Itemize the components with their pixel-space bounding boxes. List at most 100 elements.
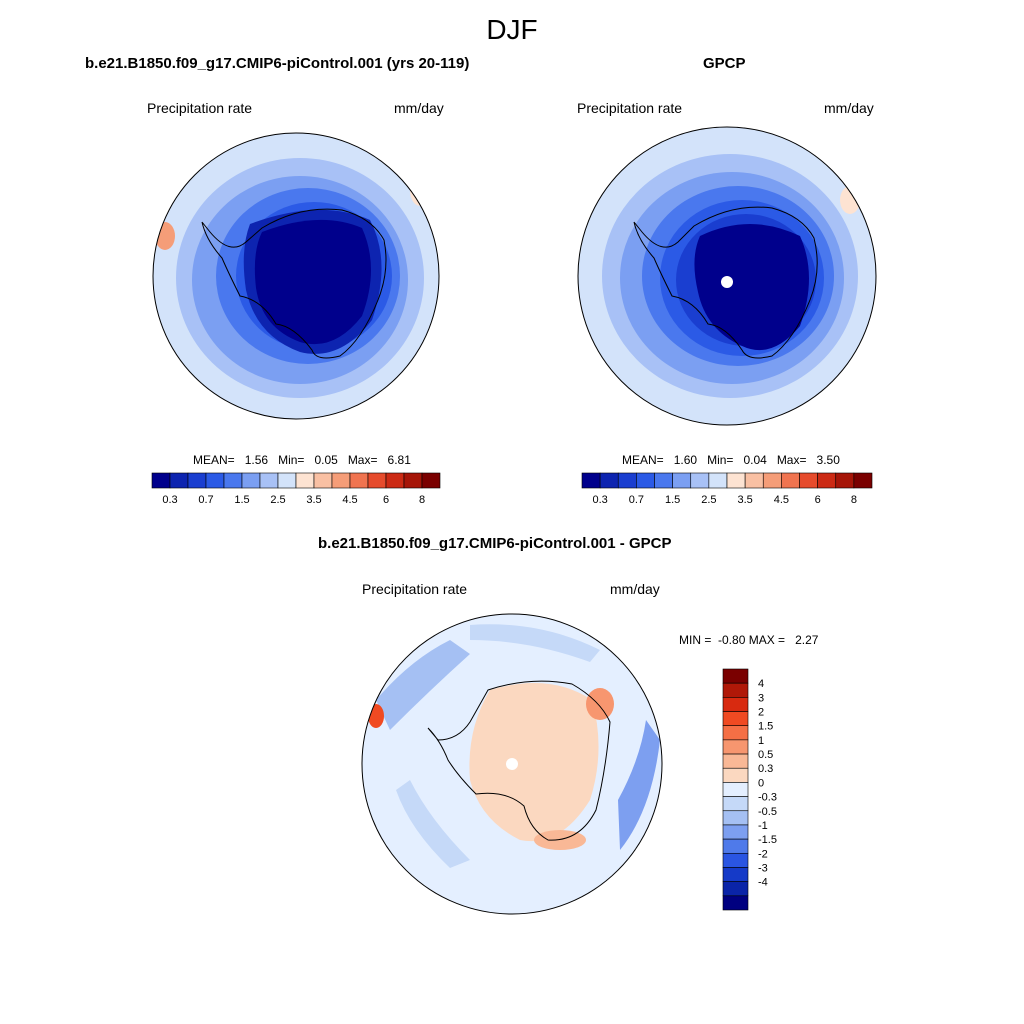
colorbar-3-tick-label: 0 <box>758 777 764 789</box>
colorbar-2-tick-label: 6 <box>815 494 821 506</box>
colorbar-3-tick-label: -0.5 <box>758 806 777 818</box>
colorbar-3-color-box <box>722 668 749 684</box>
colorbar-3-color-box <box>722 711 749 727</box>
colorbar-2-color-box <box>599 472 619 489</box>
colorbar-2-color-box <box>617 472 637 489</box>
colorbar-3-tick-label: 0.3 <box>758 763 773 775</box>
colorbar-2-tick-label: 0.7 <box>629 494 644 506</box>
colorbar-1-tick-label: 1.5 <box>234 494 249 506</box>
map-3-border <box>361 613 663 915</box>
panel-1-variable-label: Precipitation rate <box>147 100 253 116</box>
colorbar-1-tick-label: 8 <box>419 494 425 506</box>
panel-2-stats: MEAN= 1.60 Min= 0.04 Max= 3.50 <box>622 453 840 467</box>
colorbar-2-color-box <box>781 472 800 489</box>
colorbar-1: 0.3 0.7 1.5 2.5 3.5 4.5 6 8 <box>151 472 441 506</box>
colorbar-3-color-box <box>722 682 749 698</box>
panel-2-max-value: 3.50 <box>816 453 840 467</box>
colorbar-2-color-box <box>817 472 837 489</box>
map-3-positive-area <box>469 682 599 842</box>
panel-1-min-value: 0.05 <box>314 453 338 467</box>
map-2-contour-core <box>694 224 809 351</box>
colorbar-3-color-box <box>722 838 749 854</box>
colorbar-1-color-box <box>277 472 297 489</box>
colorbar-3-tick-label: 1.5 <box>758 721 773 733</box>
panel-3-variable-label: Precipitation rate <box>362 581 468 597</box>
map-2-light-patch <box>840 186 860 214</box>
colorbar-1-color-box <box>295 472 315 489</box>
colorbar-1-color-box <box>331 472 351 489</box>
panel-1-min-label: Min= <box>278 453 305 467</box>
figure-title: DJF <box>486 14 538 45</box>
colorbar-1-tick-label: 0.3 <box>162 494 177 506</box>
colorbar-3-color-box <box>722 697 749 712</box>
panel-2-mean-label: MEAN= <box>622 453 664 467</box>
map-1-polar-map <box>153 133 439 419</box>
colorbar-2-color-box <box>654 472 673 489</box>
map-3-negative-band-east <box>618 720 660 850</box>
colorbar-3-tick-label: 1 <box>758 735 764 747</box>
panel-2-mean-value: 1.60 <box>673 453 698 467</box>
panel-2-title: GPCP <box>703 55 746 72</box>
colorbar-3-color-box <box>722 725 749 741</box>
colorbar-3-tick-label: -1.5 <box>758 834 777 846</box>
colorbar-1-color-box <box>223 472 243 489</box>
colorbar-1-tick-label: 4.5 <box>342 494 357 506</box>
panel-3-max-value: 2.27 <box>795 633 819 647</box>
colorbar-2-color-box <box>762 472 782 489</box>
panel-1-mean-value: 1.56 <box>244 453 269 467</box>
panel-2-min-value: 0.04 <box>743 453 767 467</box>
colorbar-1-color-box <box>385 472 405 489</box>
panel-2-max-label: Max= <box>776 453 807 467</box>
map-1-high-precip-spot <box>155 222 175 250</box>
colorbar-2-color-box <box>835 472 855 489</box>
panel-2-variable-label: Precipitation rate <box>577 100 683 116</box>
colorbar-3-color-box <box>722 782 749 797</box>
colorbar-1-tick-label: 0.7 <box>198 494 213 506</box>
colorbar-3-color-box <box>722 753 749 769</box>
colorbar-2-color-box <box>726 472 746 489</box>
map-3-positive-spot-east <box>586 688 614 720</box>
panel-3-units-label: mm/day <box>610 581 660 597</box>
colorbar-1-color-box <box>169 472 189 489</box>
panel-3-max-label: MAX = <box>748 633 786 647</box>
colorbar-1-color-box <box>241 472 261 489</box>
colorbar-3-color-box <box>722 739 749 755</box>
colorbar-3-tick-label: 4 <box>758 678 764 690</box>
colorbar-2-tick-label: 1.5 <box>665 494 680 506</box>
colorbar-2: 0.3 0.7 1.5 2.5 3.5 4.5 6 8 <box>581 472 873 506</box>
map-3-polar-map <box>362 614 662 914</box>
panel-3-title: b.e21.B1850.f09_g17.CMIP6-piControl.001 … <box>318 535 672 552</box>
map-2-border <box>577 126 877 426</box>
map-3-pole-missing-data <box>506 758 518 770</box>
map-1-contour-core <box>254 219 371 345</box>
colorbar-3-tick-label: -0.3 <box>758 792 777 804</box>
colorbar-2-tick-label: 3.5 <box>737 494 752 506</box>
map-3-negative-band-north <box>470 624 600 662</box>
colorbar-2-color-box <box>744 472 764 489</box>
map-3-positive-band-south <box>534 830 586 850</box>
map-1-border <box>152 132 440 420</box>
panel-2-units-label: mm/day <box>824 100 874 116</box>
colorbar-2-color-box <box>708 472 728 489</box>
colorbar-3-tick-label: 3 <box>758 692 764 704</box>
map-3-antarctica-coastline <box>427 680 611 841</box>
panel-1-units-label: mm/day <box>394 100 444 116</box>
colorbar-3-color-box <box>722 867 749 882</box>
colorbar-2-tick-label: 4.5 <box>774 494 789 506</box>
colorbar-1-color-box <box>349 472 369 489</box>
panel-2-min-label: Min= <box>707 453 734 467</box>
colorbar-2-color-box <box>690 472 710 489</box>
colorbar-3-color-box <box>722 852 749 868</box>
colorbar-1-color-box <box>421 472 441 489</box>
colorbar-3-tick-label: 0.5 <box>758 749 773 761</box>
colorbar-1-tick-label: 6 <box>383 494 389 506</box>
colorbar-3-color-box <box>722 881 749 897</box>
map-2-antarctica-coastline <box>633 206 818 359</box>
colorbar-2-color-box <box>581 472 601 489</box>
colorbar-3-tick-label: 2 <box>758 707 764 719</box>
colorbar-2-tick-label: 0.3 <box>592 494 607 506</box>
map-1-light-patch <box>410 174 430 206</box>
colorbar-3-tick-label: -1 <box>758 820 768 832</box>
colorbar-3-tick-label: -4 <box>758 877 768 889</box>
colorbar-1-color-box <box>151 472 171 489</box>
